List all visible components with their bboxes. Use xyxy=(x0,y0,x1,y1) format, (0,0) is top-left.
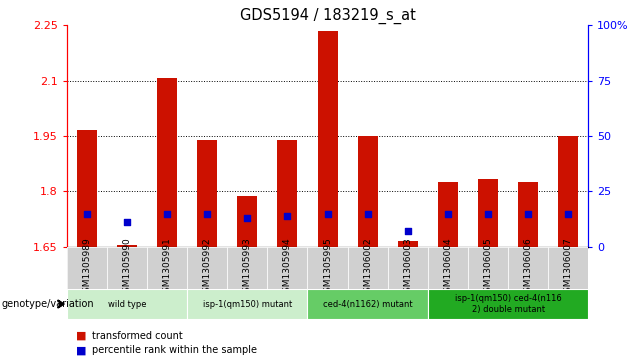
Bar xyxy=(227,247,267,289)
Text: GSM1306003: GSM1306003 xyxy=(403,237,412,298)
Bar xyxy=(107,247,147,289)
Bar xyxy=(398,241,418,247)
Text: GSM1305993: GSM1305993 xyxy=(243,237,252,298)
Point xyxy=(523,211,533,216)
Bar xyxy=(67,289,187,319)
Text: ■: ■ xyxy=(76,345,87,355)
Title: GDS5194 / 183219_s_at: GDS5194 / 183219_s_at xyxy=(240,8,415,24)
Text: GSM1306007: GSM1306007 xyxy=(563,237,573,298)
Text: GSM1306006: GSM1306006 xyxy=(523,237,532,298)
Text: GSM1305989: GSM1305989 xyxy=(82,237,92,298)
Bar xyxy=(357,136,378,247)
Point xyxy=(443,211,453,216)
Bar xyxy=(157,78,177,247)
Text: wild type: wild type xyxy=(107,299,146,309)
Bar xyxy=(77,130,97,247)
Bar xyxy=(388,247,428,289)
Text: isp-1(qm150) ced-4(n116
2) double mutant: isp-1(qm150) ced-4(n116 2) double mutant xyxy=(455,294,562,314)
Text: GSM1306005: GSM1306005 xyxy=(483,237,492,298)
Bar xyxy=(307,247,348,289)
Bar xyxy=(508,247,548,289)
Bar xyxy=(307,289,428,319)
Point xyxy=(403,228,413,234)
Bar xyxy=(428,247,468,289)
Point xyxy=(202,211,212,216)
Point xyxy=(322,211,333,216)
Text: percentile rank within the sample: percentile rank within the sample xyxy=(92,345,257,355)
Text: transformed count: transformed count xyxy=(92,331,183,341)
Text: ■: ■ xyxy=(76,331,87,341)
Point xyxy=(563,211,573,216)
Bar xyxy=(277,140,298,247)
Point xyxy=(282,213,293,219)
Text: GSM1305994: GSM1305994 xyxy=(283,237,292,298)
Point xyxy=(363,211,373,216)
Point xyxy=(483,211,493,216)
Bar xyxy=(478,179,498,247)
Text: genotype/variation: genotype/variation xyxy=(1,299,94,309)
Point xyxy=(242,215,252,221)
Point xyxy=(162,211,172,216)
Text: GSM1306002: GSM1306002 xyxy=(363,237,372,298)
Bar xyxy=(518,182,538,247)
Text: GSM1305995: GSM1305995 xyxy=(323,237,332,298)
Text: GSM1306004: GSM1306004 xyxy=(443,237,452,298)
Bar xyxy=(117,245,137,247)
Bar xyxy=(187,247,227,289)
Text: GSM1305992: GSM1305992 xyxy=(203,237,212,298)
Bar xyxy=(317,31,338,247)
Point xyxy=(122,220,132,225)
Bar xyxy=(558,136,578,247)
Bar xyxy=(197,140,218,247)
Bar xyxy=(267,247,307,289)
Text: isp-1(qm150) mutant: isp-1(qm150) mutant xyxy=(203,299,292,309)
Text: GSM1305990: GSM1305990 xyxy=(123,237,132,298)
Bar xyxy=(348,247,388,289)
Bar xyxy=(67,247,107,289)
Bar xyxy=(147,247,187,289)
Bar xyxy=(237,196,258,247)
Text: ced-4(n1162) mutant: ced-4(n1162) mutant xyxy=(323,299,413,309)
Bar xyxy=(438,182,458,247)
Text: GSM1305991: GSM1305991 xyxy=(163,237,172,298)
Bar xyxy=(548,247,588,289)
Bar xyxy=(187,289,307,319)
Bar xyxy=(468,247,508,289)
Bar xyxy=(428,289,588,319)
Point xyxy=(82,211,92,216)
